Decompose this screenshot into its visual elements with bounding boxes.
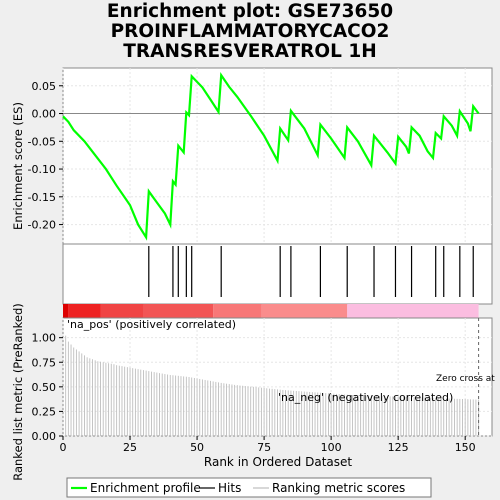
chart-title: Enrichment plot: GSE73650 PROINFLAMMATOR… <box>106 1 394 62</box>
es-y-tick-label: -0.15 <box>28 191 56 204</box>
pos-label: 'na_pos' (positively correlated) <box>67 318 236 331</box>
es-y-tick-label: 0.00 <box>32 108 57 121</box>
ranking-y-label: Ranked list metric (PreRanked) <box>11 303 25 481</box>
rank-y-tick-label: 0.00 <box>32 430 57 443</box>
es-y-tick-label: -0.20 <box>28 219 56 232</box>
ranking-color-bar <box>63 304 479 318</box>
neg-label: 'na_neg' (negatively correlated) <box>278 391 453 404</box>
color-bar-segment <box>63 304 69 318</box>
es-y-ticks: 0.05 0.00 -0.05 -0.10 -0.15 -0.20 <box>28 80 63 232</box>
es-y-tick-label: -0.10 <box>28 163 56 176</box>
color-bar-segment <box>143 304 214 318</box>
legend-label: Ranking metric scores <box>272 481 405 495</box>
rank-y-tick-label: 0.75 <box>32 356 57 369</box>
rank-y-tick-label: 1.00 <box>32 332 57 345</box>
ranking-y-ticks: 0.00 0.25 0.50 0.75 1.00 <box>32 332 63 443</box>
es-y-label: Enrichment score (ES) <box>11 102 25 230</box>
legend-label: Enrichment profile <box>90 481 201 495</box>
rank-x-tick-label: 125 <box>388 441 409 454</box>
hits-group <box>148 246 474 297</box>
zero-cross-label: Zero cross at <box>436 374 495 384</box>
legend-items: Enrichment profile Hits Ranking metric sco… <box>71 481 405 495</box>
color-bar-segment <box>347 304 479 318</box>
legend-label: Hits <box>218 481 241 495</box>
enrichment-profile-line <box>62 71 480 241</box>
color-bar-segment <box>213 304 262 318</box>
rank-x-tick-label: 150 <box>455 441 476 454</box>
ranking-bars <box>65 335 480 436</box>
ranking-x-ticks: 0 25 50 75 100 125 150 <box>60 436 476 454</box>
rank-x-tick-label: 50 <box>190 441 204 454</box>
hits-panel <box>62 243 493 305</box>
legend <box>66 477 432 498</box>
color-bar-segment <box>68 304 101 318</box>
rank-y-tick-label: 0.25 <box>32 405 57 418</box>
rank-x-tick-label: 25 <box>123 441 137 454</box>
rank-x-tick-label: 100 <box>321 441 342 454</box>
ranking-grid <box>62 318 492 437</box>
rank-y-tick-label: 0.50 <box>32 381 57 394</box>
ranking-x-label: Rank in Ordered Dataset <box>204 455 352 469</box>
rank-x-tick-label: 0 <box>60 441 67 454</box>
rank-x-tick-label: 75 <box>257 441 271 454</box>
es-y-tick-label: 0.05 <box>32 80 57 93</box>
es-y-tick-label: -0.05 <box>28 135 56 148</box>
color-bar-segment <box>261 304 348 318</box>
color-bar-segment <box>100 304 144 318</box>
